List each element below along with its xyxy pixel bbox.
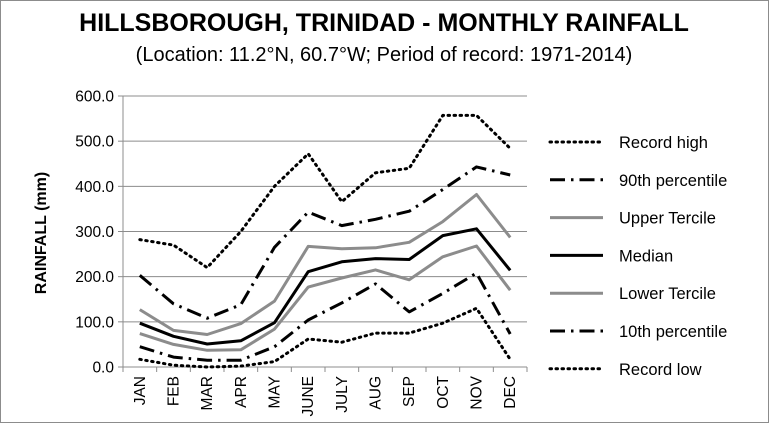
series-line <box>139 193 512 336</box>
x-tick-label: SEP <box>401 376 418 407</box>
gridlines <box>123 95 527 323</box>
y-tick-label: 600.0 <box>75 89 114 106</box>
x-tick-label: MAY <box>267 376 284 408</box>
x-tick-label: AUG <box>368 376 385 410</box>
x-tick-label: APR <box>233 376 250 408</box>
x-tick-label: NOV <box>469 375 486 409</box>
x-tick-label: MAR <box>199 376 216 410</box>
chart-subtitle: (Location: 11.2°N, 60.7°W; Period of rec… <box>136 44 633 66</box>
x-tick-label: OCT <box>435 375 452 408</box>
axes <box>118 95 528 372</box>
series-line <box>139 271 512 362</box>
series-lines <box>138 113 512 369</box>
legend-label: Record high <box>619 134 708 152</box>
y-tick-label: 500.0 <box>75 134 114 151</box>
y-tick-label: 400.0 <box>75 179 114 196</box>
legend-label: Record low <box>619 361 702 379</box>
x-tick-labels: JAN FEB MAR APR MAY JUNE JULY AUG SEP OCT NOV DEC <box>132 375 519 416</box>
series-line <box>138 306 512 369</box>
y-tick-labels: 0.0 100.0 200.0 300.0 400.0 500.0 600.0 <box>75 89 114 377</box>
legend-label: 10th percentile <box>619 323 727 341</box>
legend-label: Lower Tercile <box>619 285 716 303</box>
x-tick-label: DEC <box>502 376 519 409</box>
y-tick-label: 300.0 <box>75 224 114 241</box>
x-tick-label: JUNE <box>300 376 317 416</box>
x-tick-label: FEB <box>166 376 183 406</box>
legend: Record high 90th percentile Upper Tercile M… <box>548 134 727 379</box>
y-tick-label: 0.0 <box>92 360 114 377</box>
y-axis-label: RAINFALL (mm) <box>33 172 50 294</box>
series-line <box>139 227 512 346</box>
legend-label: Upper Tercile <box>619 210 716 228</box>
legend-label: Median <box>619 247 673 265</box>
y-tick-label: 100.0 <box>75 314 114 331</box>
x-tick-label: JAN <box>132 376 149 405</box>
chart-title: HILLSBOROUGH, TRINIDAD - MONTHLY RAINFAL… <box>79 9 689 37</box>
series-line <box>138 113 512 270</box>
y-tick-label: 200.0 <box>75 269 114 286</box>
legend-label: 90th percentile <box>619 172 727 190</box>
series-line <box>139 244 512 352</box>
series-line <box>138 165 511 320</box>
x-tick-label: JULY <box>334 376 351 413</box>
